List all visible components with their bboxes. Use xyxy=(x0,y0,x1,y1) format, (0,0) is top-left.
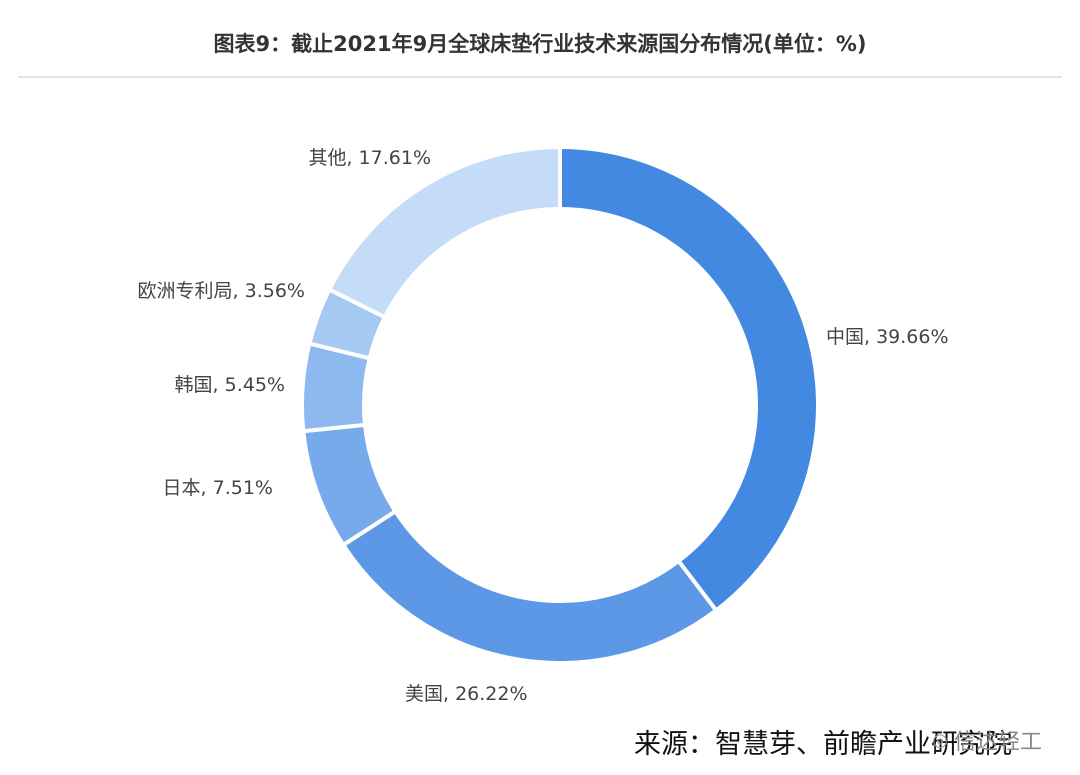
wechat-icon: ◎ xyxy=(932,729,948,751)
slice-label-4: 韩国, 5.45% xyxy=(175,374,285,396)
slice-6 xyxy=(326,144,562,320)
labels-group: 中国, 39.66% 美国, 26.22% 日本, 7.51% 韩国, 5.45% 欧洲… xyxy=(138,147,949,705)
slice-1 xyxy=(558,144,820,614)
chart-title: 图表9：截止2021年9月全球床垫行业技术来源国分布情况(单位：%) xyxy=(213,32,867,56)
title-divider xyxy=(18,76,1062,78)
slices-group xyxy=(300,144,820,665)
slice-2 xyxy=(340,508,719,665)
source-note: 来源：智慧芽、前瞻产业研究院 xyxy=(634,729,1012,760)
slice-label-6: 其他, 17.61% xyxy=(308,147,431,169)
slice-label-2: 美国, 26.22% xyxy=(405,683,528,705)
wechat-watermark: ◎ 信达轻工 xyxy=(932,724,1042,756)
slice-label-5: 欧洲专利局, 3.56% xyxy=(138,280,305,302)
watermark-text: 信达轻工 xyxy=(953,730,1042,755)
slice-label-1: 中国, 39.66% xyxy=(826,326,949,348)
slice-label-3: 日本, 7.51% xyxy=(163,477,273,499)
